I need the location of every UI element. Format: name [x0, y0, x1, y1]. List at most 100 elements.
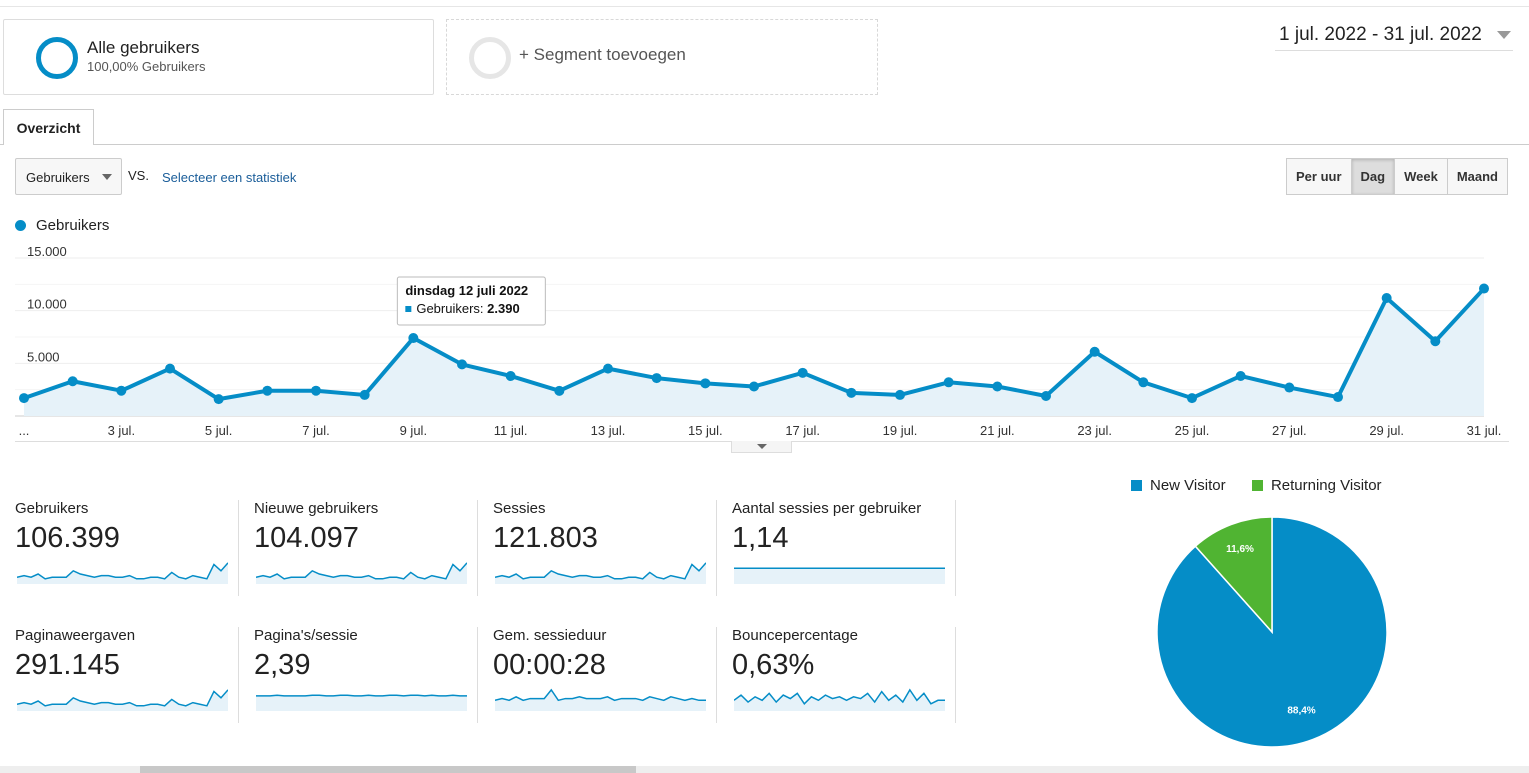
x-tick-label: 7 jul.: [302, 423, 329, 438]
granularity-day-button[interactable]: Dag: [1350, 158, 1396, 195]
chevron-down-icon: [102, 174, 112, 180]
collapse-chart-button[interactable]: [731, 441, 792, 453]
data-point[interactable]: [1041, 390, 1051, 401]
metric-value: 121.803: [493, 522, 598, 554]
data-point[interactable]: [943, 377, 954, 388]
x-tick-label: 23 jul.: [1077, 423, 1112, 438]
sparkline-line: [256, 562, 467, 580]
metric-sparkline: [256, 694, 467, 711]
x-tick-label: 31 jul.: [1467, 423, 1502, 438]
x-tick-label: 15 jul.: [688, 423, 723, 438]
granularity-month-button[interactable]: Maand: [1446, 158, 1508, 195]
data-point[interactable]: [116, 385, 127, 396]
metric-sparkline: [495, 562, 706, 584]
metric-tile[interactable]: Sessies 121.803: [478, 500, 717, 596]
metric-value: 106.399: [15, 522, 120, 554]
visitor-pie-chart[interactable]: 88,4% 11,6%: [1150, 510, 1395, 755]
sparkline-line: [17, 689, 228, 707]
x-tick-label: 3 jul.: [108, 423, 135, 438]
data-point[interactable]: [651, 373, 662, 384]
granularity-per-hour-button[interactable]: Per uur: [1286, 158, 1352, 195]
sparkline-line: [495, 562, 706, 580]
data-point[interactable]: [505, 370, 516, 381]
x-tick-label: 27 jul.: [1272, 423, 1307, 438]
segment-ring-icon: [36, 37, 78, 79]
tooltip-value: 2.390: [487, 301, 520, 316]
data-point[interactable]: [67, 376, 78, 387]
horizontal-scrollbar[interactable]: [0, 766, 1529, 773]
tooltip-series-swatch-icon: [405, 306, 412, 312]
metric-value: 1,14: [732, 522, 789, 554]
metric-sparkline: [734, 688, 945, 711]
data-point[interactable]: [700, 378, 711, 389]
metric-label: Gebruikers: [15, 500, 89, 517]
segment-all-users[interactable]: Alle gebruikers 100,00% Gebruikers: [3, 19, 434, 95]
metric-tile[interactable]: Aantal sessies per gebruiker 1,14: [717, 500, 956, 596]
data-point[interactable]: [408, 333, 419, 344]
data-point[interactable]: [1430, 336, 1441, 347]
users-line-chart[interactable]: 5.000 10.000 15.000... 3 jul. 5 jul. 7 jul. 9 …: [0, 240, 1529, 445]
select-statistic-link[interactable]: Selecteer een statistiek: [162, 170, 297, 185]
data-point[interactable]: [749, 381, 759, 392]
data-point[interactable]: [1479, 283, 1489, 294]
date-range-text: 1 jul. 2022 - 31 jul. 2022: [1279, 24, 1482, 45]
metric-tile[interactable]: Paginaweergaven 291.145: [0, 627, 239, 723]
metric-dropdown[interactable]: Gebruikers: [15, 158, 122, 195]
chart-legend: Gebruikers: [15, 217, 109, 234]
users-area-fill: [24, 288, 1484, 416]
tile-separator: [477, 500, 478, 596]
data-point[interactable]: [311, 385, 321, 396]
date-range-picker[interactable]: 1 jul. 2022 - 31 jul. 2022: [1275, 22, 1513, 51]
scrollbar-thumb[interactable]: [140, 766, 636, 773]
metric-label: Gem. sessieduur: [493, 627, 607, 644]
data-point[interactable]: [19, 393, 29, 404]
data-point[interactable]: [1381, 293, 1392, 304]
data-point[interactable]: [213, 394, 224, 405]
metric-label: Sessies: [493, 500, 546, 517]
metric-label: Paginaweergaven: [15, 627, 136, 644]
granularity-toggle: Per uur Dag Week Maand: [1286, 158, 1508, 195]
data-point[interactable]: [554, 385, 565, 396]
data-point[interactable]: [1333, 392, 1343, 403]
data-point[interactable]: [165, 363, 175, 374]
data-point[interactable]: [992, 381, 1003, 392]
add-segment[interactable]: + Segment toevoegen: [446, 19, 878, 95]
data-point[interactable]: [797, 367, 808, 378]
metric-tile[interactable]: Gem. sessieduur 00:00:28: [478, 627, 717, 723]
vs-label: VS.: [128, 168, 149, 183]
data-point[interactable]: [262, 385, 273, 396]
x-tick-label: 29 jul.: [1369, 423, 1404, 438]
x-tick-label: 25 jul.: [1175, 423, 1210, 438]
data-point[interactable]: [1089, 346, 1100, 357]
pie-slice[interactable]: [1194, 516, 1273, 634]
sparkline-fill: [17, 689, 228, 711]
data-point[interactable]: [1138, 377, 1149, 388]
granularity-week-button[interactable]: Week: [1394, 158, 1448, 195]
data-point[interactable]: [1235, 370, 1246, 381]
sparkline-line: [256, 694, 467, 697]
x-tick-label: 17 jul.: [785, 423, 820, 438]
metric-tile[interactable]: Bouncepercentage 0,63%: [717, 627, 956, 723]
data-point[interactable]: [603, 363, 613, 374]
data-point[interactable]: [1187, 393, 1197, 404]
x-tick-label: 11 jul.: [494, 423, 528, 438]
data-point[interactable]: [895, 389, 905, 400]
tile-separator: [955, 500, 956, 596]
data-point[interactable]: [1284, 382, 1295, 393]
legend-dot-icon: [15, 220, 26, 231]
tooltip-title: dinsdag 12 juli 2022: [405, 283, 528, 298]
metric-label: Nieuwe gebruikers: [254, 500, 379, 517]
data-point[interactable]: [359, 389, 370, 400]
metric-tile[interactable]: Gebruikers 106.399: [0, 500, 239, 596]
metric-tile[interactable]: Nieuwe gebruikers 104.097: [239, 500, 478, 596]
legend-new-visitor-swatch-icon: [1131, 480, 1142, 491]
data-point[interactable]: [457, 359, 467, 370]
x-tick-label: ...: [19, 423, 30, 438]
metric-tile[interactable]: Pagina's/sessie 2,39: [239, 627, 478, 723]
x-tick-label: 9 jul.: [400, 423, 427, 438]
data-point[interactable]: [846, 387, 857, 398]
tab-overview[interactable]: Overzicht: [3, 109, 94, 145]
y-tick-label: 5.000: [27, 349, 60, 364]
segment-title: Alle gebruikers: [87, 38, 200, 57]
chart-tooltip: dinsdag 12 juli 2022 Gebruikers: 2.390: [396, 276, 546, 326]
